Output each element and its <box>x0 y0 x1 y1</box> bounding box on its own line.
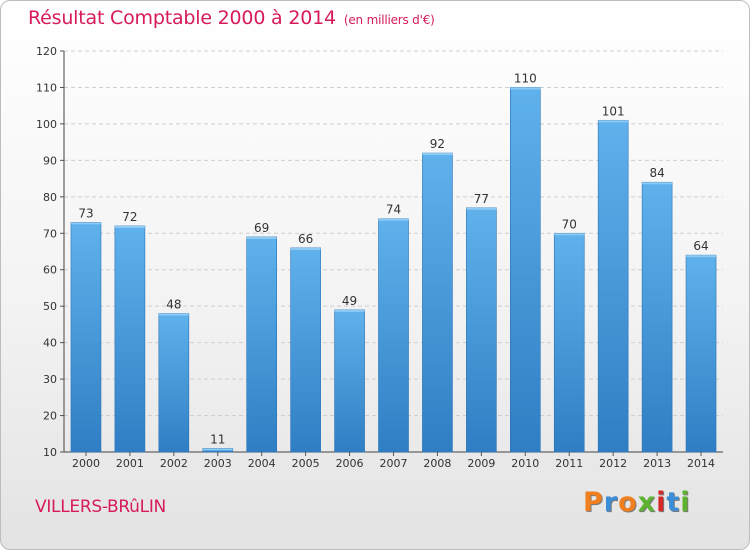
bar-value-label: 69 <box>254 221 269 235</box>
y-tick-label: 80 <box>43 191 57 204</box>
brand-letter: P <box>583 487 604 518</box>
bar-highlight <box>686 255 717 258</box>
bar <box>466 207 497 453</box>
bar-value-label: 110 <box>514 71 537 85</box>
bar-highlight <box>246 236 277 239</box>
bar-highlight <box>378 218 409 221</box>
bar-highlight <box>554 233 585 236</box>
y-tick-label: 30 <box>43 373 57 386</box>
bar-highlight <box>70 222 101 225</box>
x-tick-label: 2011 <box>555 457 583 470</box>
bar-highlight <box>290 247 321 250</box>
bar <box>158 313 190 453</box>
y-tick-label: 100 <box>36 118 57 131</box>
bar-highlight <box>510 87 541 90</box>
y-tick-label: 40 <box>43 337 57 350</box>
bar <box>509 87 541 453</box>
bar-value-label: 48 <box>166 297 181 311</box>
bar <box>290 247 321 453</box>
x-tick-label: 2009 <box>467 457 495 470</box>
y-tick-label: 60 <box>43 264 57 277</box>
y-tick-label: 70 <box>43 227 57 240</box>
x-tick-label: 2001 <box>116 457 144 470</box>
chart-title-text: Résultat Comptable 2000 à 2014 <box>28 7 336 29</box>
brand-letter: t <box>666 487 681 518</box>
bar-highlight <box>466 207 497 210</box>
bar-value-label: 66 <box>298 232 313 246</box>
x-tick-label: 2010 <box>511 457 539 470</box>
bar <box>641 181 673 453</box>
bar-value-label: 77 <box>474 192 489 206</box>
x-tick-label: 2005 <box>292 457 320 470</box>
bar <box>114 225 146 453</box>
bar <box>246 236 277 453</box>
x-tick-label: 2013 <box>643 457 671 470</box>
bar <box>685 254 717 453</box>
x-tick-label: 2000 <box>72 457 100 470</box>
x-tick-label: 2004 <box>248 457 276 470</box>
brand-letter: i <box>656 487 667 518</box>
bar-highlight <box>114 225 145 228</box>
bar-value-label: 92 <box>430 137 445 151</box>
bar-highlight <box>598 120 629 123</box>
bar <box>422 152 453 453</box>
bar <box>597 119 629 453</box>
town-name: VILLERS-BRûLIN <box>35 497 166 517</box>
bar-value-label: 11 <box>210 432 225 446</box>
x-tick-label: 2012 <box>599 457 627 470</box>
y-tick-label: 20 <box>43 410 57 423</box>
bar-highlight <box>202 448 233 451</box>
y-tick-label: 50 <box>43 300 57 313</box>
bar-value-label: 49 <box>342 294 357 308</box>
brand-letter: x <box>637 487 657 518</box>
bar <box>378 218 409 453</box>
bar-value-label: 72 <box>122 210 137 224</box>
x-tick-label: 2002 <box>160 457 188 470</box>
brand-letter: i <box>680 487 691 518</box>
y-tick-label: 110 <box>36 81 57 94</box>
bar-value-label: 70 <box>562 217 577 231</box>
bar-highlight <box>158 313 189 316</box>
x-tick-label: 2014 <box>687 457 715 470</box>
x-tick-label: 2007 <box>380 457 408 470</box>
y-tick-label: 10 <box>43 446 57 459</box>
bar <box>70 222 102 453</box>
bar-value-label: 73 <box>78 206 93 220</box>
x-tick-label: 2006 <box>336 457 364 470</box>
x-tick-label: 2008 <box>423 457 451 470</box>
chart-subtitle: (en milliers d'€) <box>343 13 435 27</box>
bar-highlight <box>642 182 673 185</box>
brand-letter: r <box>603 487 619 518</box>
y-tick-label: 120 <box>36 45 57 58</box>
bar-value-label: 64 <box>693 239 708 253</box>
bar-value-label: 84 <box>649 166 664 180</box>
x-tick-label: 2003 <box>204 457 232 470</box>
bar-highlight <box>334 309 365 312</box>
brand-letter: o <box>618 487 638 518</box>
proxiti-logo: Proxiti <box>583 487 691 518</box>
bar <box>553 232 585 453</box>
bar <box>334 309 365 453</box>
bar-value-label: 101 <box>602 104 625 118</box>
bar-value-label: 74 <box>386 203 401 217</box>
bar-highlight <box>422 153 453 156</box>
y-tick-label: 90 <box>43 154 57 167</box>
chart-title: Résultat Comptable 2000 à 2014 (en millie… <box>28 7 435 29</box>
